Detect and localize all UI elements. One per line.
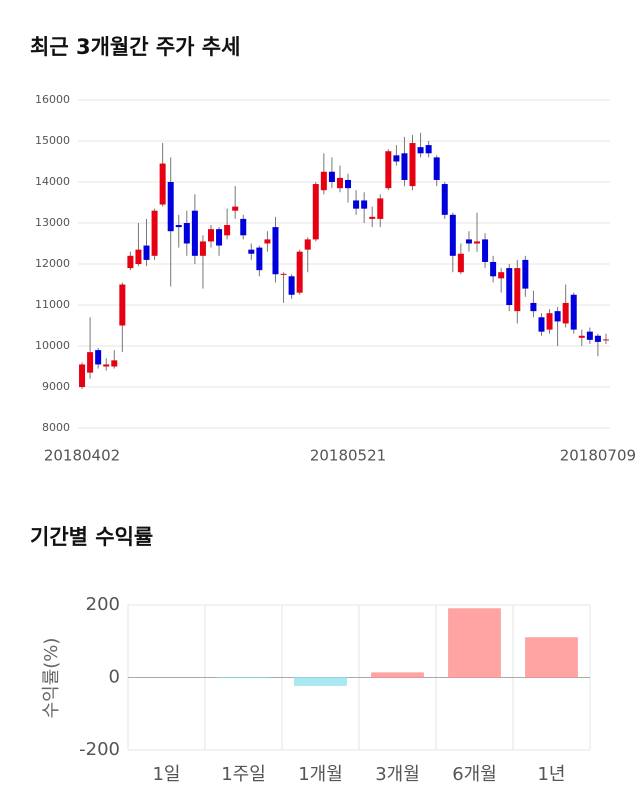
candle-body [425,145,432,154]
candle-body [159,163,166,205]
y-tick-label: 9000 [42,380,70,393]
candle-body [119,284,126,326]
candle-body [296,251,303,293]
candle-body [401,153,408,180]
x-tick-label: 20180402 [44,447,120,465]
candle-body [95,350,102,365]
candle-body [103,364,110,367]
candle-body [87,352,94,373]
candle-body [167,182,174,232]
candle-body [441,184,448,215]
candle-body [482,239,489,262]
bar [294,677,347,686]
candle-body [465,239,472,244]
candle-body [369,216,376,219]
candle-body [175,225,182,228]
chart-title: 기간별 수익률 [30,525,153,549]
candle-body [570,294,577,330]
candle-body [336,177,343,189]
candle-body [393,155,400,162]
bar [371,672,424,678]
x-tick-label: 20180709 [560,447,636,465]
x-tick-label: 1일 [152,764,180,785]
candle-body [377,198,384,219]
x-tick-label: 6개월 [452,764,497,785]
y-tick-label: 14000 [35,175,70,188]
candle-body [562,302,569,324]
candle-body [433,157,440,180]
candle-body [554,311,561,322]
candle-body [345,179,352,189]
y-tick-label: 16000 [35,93,70,106]
x-tick-label: 1개월 [298,764,343,785]
y-tick-label: -200 [79,739,120,760]
candle-body [409,143,416,187]
candle-body [361,200,368,209]
candle-body [449,214,456,256]
y-tick-label: 8000 [42,421,70,434]
x-tick-label: 1주일 [221,764,266,785]
candle-body [79,364,86,387]
candle-body [498,272,505,279]
candle-body [474,241,480,244]
candle-body [232,206,239,211]
candle-body [538,317,545,332]
candle-body [135,249,142,264]
candle-body [578,335,585,338]
y-axis-label: 수익률(%) [41,638,62,719]
candle-body [216,229,223,246]
candle-body [320,171,327,191]
y-tick-label: 11000 [35,298,70,311]
y-tick-label: 15000 [35,134,70,147]
candle-body [248,249,255,254]
candle-body [151,210,158,256]
candle-body [602,339,609,341]
y-tick-label: 10000 [35,339,70,352]
candle-body [208,229,214,242]
y-tick-label: 13000 [35,216,70,229]
candle-body [490,261,497,277]
bar [525,637,578,678]
candle-body [143,245,150,260]
candle-body [457,253,464,273]
candle-body [586,331,593,340]
candle-body [514,268,521,312]
candle-body [328,171,335,182]
candle-body [304,239,311,250]
candle-body [417,147,424,154]
candle-body [191,210,198,256]
candle-body [111,360,118,367]
y-tick-label: 200 [86,594,120,615]
candle-body [530,302,537,312]
candle-body [546,313,553,330]
candle-body [594,335,601,342]
x-tick-label: 20180521 [310,447,386,465]
x-tick-label: 3개월 [375,764,420,785]
chart-title: 최근 3개월간 주가 추세 [30,35,240,59]
candle-body [224,225,231,236]
candle-body [127,255,134,269]
candle-body [264,239,271,244]
candle-body [199,241,206,256]
candle-body [240,218,247,236]
candle-body [385,151,392,189]
y-tick-label: 0 [109,667,120,688]
bar [448,608,501,678]
candle-body [272,227,279,275]
candle-body [353,200,360,209]
candle-body [256,247,263,271]
candle-body [312,184,319,240]
candle-body [506,268,513,305]
x-tick-label: 1년 [537,764,565,785]
candle-body [522,259,529,289]
candle-body [288,276,295,295]
y-tick-label: 12000 [35,257,70,270]
candle-body [183,223,190,244]
candle-body [280,273,287,275]
